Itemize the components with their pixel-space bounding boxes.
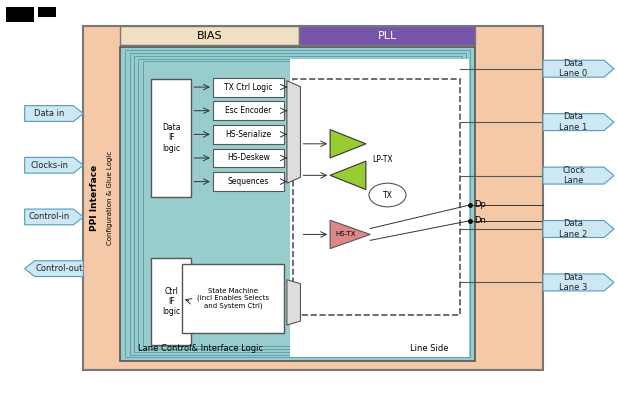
Polygon shape bbox=[287, 81, 300, 183]
Bar bbox=[213, 101, 284, 120]
Bar bbox=[213, 149, 284, 167]
Text: Control-out: Control-out bbox=[35, 264, 83, 273]
Polygon shape bbox=[543, 114, 614, 131]
Bar bbox=[134, 56, 462, 352]
Polygon shape bbox=[543, 274, 614, 291]
Text: BIAS: BIAS bbox=[197, 31, 223, 41]
Text: PPI Interface: PPI Interface bbox=[90, 165, 99, 231]
Text: Data
Lane 3: Data Lane 3 bbox=[560, 273, 587, 292]
Text: HS-TX: HS-TX bbox=[335, 231, 355, 238]
Text: Configuration & Glue Logic: Configuration & Glue Logic bbox=[107, 151, 114, 245]
Polygon shape bbox=[543, 167, 614, 184]
Text: Control-in: Control-in bbox=[28, 212, 70, 221]
Text: Sequences: Sequences bbox=[228, 177, 269, 186]
Polygon shape bbox=[543, 60, 614, 77]
Text: Dp: Dp bbox=[474, 201, 486, 209]
Polygon shape bbox=[25, 209, 83, 225]
Bar bbox=[290, 59, 469, 357]
Text: TX Ctrl Logic: TX Ctrl Logic bbox=[224, 83, 273, 91]
Bar bbox=[138, 59, 457, 349]
Bar bbox=[143, 61, 453, 346]
Polygon shape bbox=[543, 221, 614, 238]
Bar bbox=[213, 78, 284, 97]
Text: PLL: PLL bbox=[378, 31, 397, 41]
Bar bbox=[38, 7, 56, 17]
Bar bbox=[125, 50, 470, 357]
Polygon shape bbox=[25, 157, 83, 173]
Text: HS-Serialize: HS-Serialize bbox=[225, 130, 271, 139]
Polygon shape bbox=[25, 261, 83, 277]
Polygon shape bbox=[330, 220, 370, 249]
Text: Data in: Data in bbox=[34, 109, 64, 118]
Bar bbox=[151, 79, 191, 197]
Text: Dn: Dn bbox=[474, 216, 486, 225]
Text: Line Side: Line Side bbox=[410, 344, 448, 353]
Text: Lane Control& Interface Logic: Lane Control& Interface Logic bbox=[138, 344, 263, 353]
Bar bbox=[130, 53, 466, 355]
Bar bbox=[213, 125, 284, 144]
Polygon shape bbox=[330, 130, 366, 158]
Text: Data
Lane 1: Data Lane 1 bbox=[560, 112, 587, 132]
Circle shape bbox=[369, 183, 406, 207]
Bar bbox=[120, 47, 475, 361]
Bar bbox=[6, 7, 34, 22]
Text: Data
Lane 2: Data Lane 2 bbox=[560, 219, 587, 239]
Bar bbox=[213, 172, 284, 191]
Text: Clocks-in: Clocks-in bbox=[30, 161, 68, 170]
Bar bbox=[293, 79, 460, 315]
Bar bbox=[151, 258, 191, 345]
Text: Ctrl
IF
logic: Ctrl IF logic bbox=[162, 286, 180, 316]
Bar bbox=[120, 26, 299, 45]
Text: HS-Deskew: HS-Deskew bbox=[227, 154, 270, 162]
Bar bbox=[182, 264, 284, 333]
Text: TX: TX bbox=[383, 191, 392, 199]
Text: Data
Lane 0: Data Lane 0 bbox=[560, 59, 587, 78]
Text: Esc Encoder: Esc Encoder bbox=[225, 106, 271, 115]
Polygon shape bbox=[287, 280, 300, 325]
Bar bbox=[83, 26, 543, 370]
Polygon shape bbox=[330, 161, 366, 190]
Text: Data
IF
logic: Data IF logic bbox=[162, 123, 180, 153]
Bar bbox=[299, 26, 475, 45]
Text: LP-TX: LP-TX bbox=[372, 155, 392, 164]
Text: State Machine
(incl Enables Selects
and System Ctrl): State Machine (incl Enables Selects and … bbox=[197, 288, 269, 309]
Text: Clock
Lane: Clock Lane bbox=[562, 166, 585, 185]
Polygon shape bbox=[25, 106, 83, 121]
